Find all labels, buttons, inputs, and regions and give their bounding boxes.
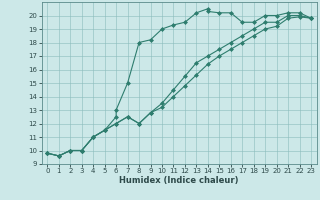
X-axis label: Humidex (Indice chaleur): Humidex (Indice chaleur) bbox=[119, 176, 239, 185]
